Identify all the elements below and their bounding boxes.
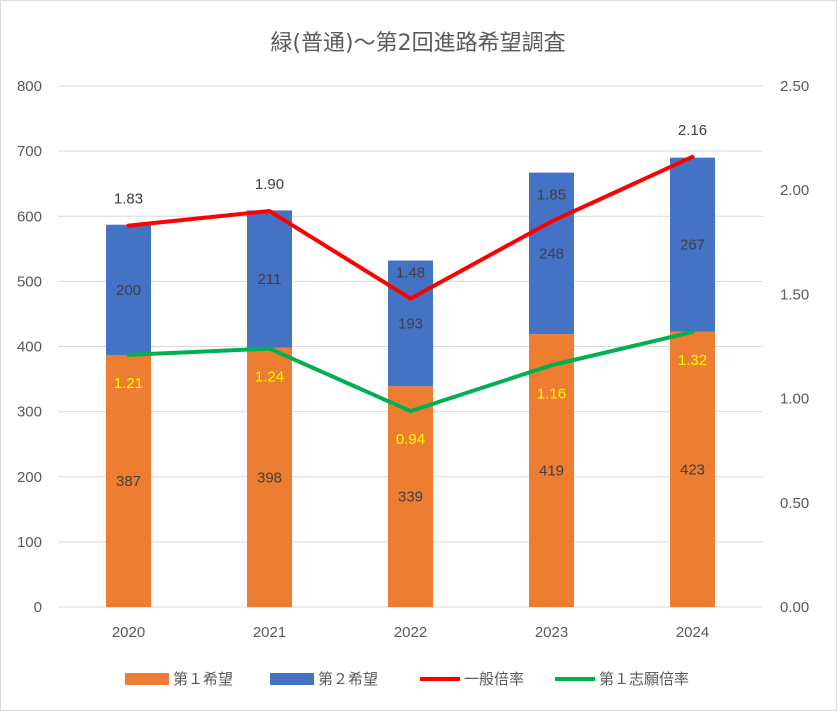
line-value-label: 1.21 (114, 375, 143, 392)
left-tick-label: 700 (17, 143, 42, 160)
right-tick-label: 0.00 (780, 599, 809, 616)
left-tick-label: 300 (17, 404, 42, 421)
bar-segment (529, 334, 574, 607)
bar-segment (388, 260, 433, 387)
line-value-label: 1.85 (537, 186, 566, 203)
legend-label: 一般倍率 (464, 670, 524, 688)
bar-value-label: 398 (257, 469, 282, 486)
bar-segment (106, 354, 151, 607)
chart-title: 緑(普通)～第2回進路希望調査 (270, 31, 565, 56)
line-value-label: 2.16 (678, 122, 707, 139)
left-tick-label: 400 (17, 339, 42, 356)
line-value-label: 0.94 (396, 431, 425, 448)
series-line (126, 154, 695, 301)
line-value-label: 1.48 (396, 265, 425, 282)
left-tick-label: 600 (17, 208, 42, 225)
bar-group (106, 157, 715, 607)
bar-segment (247, 347, 292, 607)
x-tick-label: 2023 (535, 624, 568, 641)
bar-value-label: 211 (258, 271, 282, 288)
x-tick-label: 2020 (112, 624, 145, 641)
left-tick-label: 200 (17, 469, 42, 486)
x-tick-label: 2024 (676, 624, 709, 641)
legend: 第１希望 第２希望 一般倍率 第１志願倍率 (125, 670, 689, 688)
left-tick-label: 0 (34, 599, 42, 616)
bar-segment (670, 157, 715, 332)
bar-value-label: 419 (539, 463, 564, 480)
line-value-label: 1.83 (114, 191, 143, 208)
legend-swatch (270, 673, 314, 685)
line-group (126, 154, 695, 414)
line-value-label: 1.90 (255, 176, 284, 193)
bar-segment (670, 331, 715, 607)
series-line (126, 329, 695, 414)
right-axis-ticks: 0.00 0.50 1.00 1.50 2.00 2.50 (780, 78, 809, 616)
legend-label: 第１希望 (173, 670, 233, 688)
line-value-label: 1.16 (537, 385, 566, 402)
line-value-label: 1.24 (255, 369, 284, 386)
bar-segment (529, 172, 574, 335)
bar-value-label: 200 (116, 282, 141, 299)
bar-segment (388, 386, 433, 607)
legend-label: 第２希望 (318, 670, 378, 688)
left-axis-ticks: 0 100 200 300 400 500 600 700 800 (17, 78, 42, 616)
left-tick-label: 500 (17, 273, 42, 290)
legend-label: 第１志願倍率 (599, 670, 689, 688)
right-tick-label: 2.50 (780, 78, 809, 95)
line-value-label: 1.32 (678, 352, 707, 369)
bar-value-label: 248 (539, 245, 564, 262)
bar-segment (247, 210, 292, 348)
right-tick-label: 1.00 (780, 391, 809, 408)
legend-swatch (125, 673, 169, 685)
right-tick-label: 1.50 (780, 286, 809, 303)
bar-value-label: 423 (680, 461, 705, 478)
left-tick-label: 100 (17, 534, 42, 551)
data-labels: 387 200 398 211 339 193 419 248 423 267 1.83 1.90 1.… (114, 122, 707, 506)
bar-value-label: 193 (398, 315, 423, 332)
bar-value-label: 339 (398, 489, 423, 506)
x-tick-label: 2022 (394, 624, 427, 641)
x-tick-label: 2021 (253, 624, 286, 641)
bar-segment (106, 224, 151, 355)
right-tick-label: 0.50 (780, 495, 809, 512)
bar-value-label: 387 (116, 473, 141, 490)
x-axis-ticks: 2020 2021 2022 2023 2024 (112, 624, 709, 641)
left-tick-label: 800 (17, 78, 42, 95)
bar-value-label: 267 (680, 237, 705, 254)
right-tick-label: 2.00 (780, 182, 809, 199)
